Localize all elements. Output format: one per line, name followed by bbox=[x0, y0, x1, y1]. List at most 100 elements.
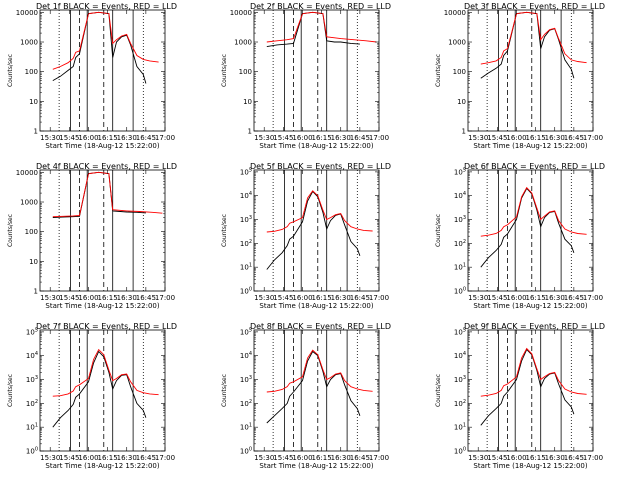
x-tick-label: 16:30 bbox=[331, 134, 351, 142]
x-tick-label: 16:45 bbox=[350, 294, 370, 302]
x-tick-label: 16:45 bbox=[136, 454, 156, 462]
x-tick-label: 16:30 bbox=[545, 134, 565, 142]
x-tick-label: 17:00 bbox=[583, 134, 603, 142]
series-line-lld bbox=[480, 347, 587, 397]
x-tick-label: 16:00 bbox=[78, 134, 98, 142]
plot-title: Det 7f BLACK = Events, RED = LLD bbox=[36, 322, 177, 331]
x-axis-label: Start Time (18-Aug-12 15:22:00) bbox=[259, 142, 373, 150]
x-tick-label: 15:45 bbox=[59, 294, 79, 302]
y-tick-label: 101 bbox=[240, 263, 252, 272]
x-axis-label: Start Time (18-Aug-12 15:22:00) bbox=[473, 302, 587, 310]
y-axis-label: Counts/sec bbox=[7, 54, 14, 87]
y-tick-label: 105 bbox=[454, 167, 466, 176]
y-axis-label: Counts/sec bbox=[7, 214, 14, 247]
y-tick-label: 10 bbox=[29, 98, 38, 106]
y-tick-label: 103 bbox=[454, 375, 466, 384]
x-tick-label: 16:15 bbox=[526, 294, 546, 302]
x-tick-label: 16:00 bbox=[506, 454, 526, 462]
x-tick-label: 16:15 bbox=[312, 134, 332, 142]
x-axis-label: Start Time (18-Aug-12 15:22:00) bbox=[473, 462, 587, 470]
plot-frame bbox=[253, 9, 380, 132]
y-tick-label: 10 bbox=[29, 258, 38, 266]
x-tick-label: 16:45 bbox=[564, 134, 584, 142]
plot-frame bbox=[467, 9, 594, 132]
series-group bbox=[52, 11, 159, 84]
plot-frame bbox=[467, 169, 594, 292]
x-tick-label: 15:45 bbox=[59, 454, 79, 462]
series-line-lld bbox=[266, 349, 373, 393]
x-tick-label: 17:00 bbox=[583, 294, 603, 302]
y-axis-label: Counts/sec bbox=[221, 214, 228, 247]
x-tick-label: 17:00 bbox=[369, 134, 389, 142]
series-line-events bbox=[266, 190, 361, 270]
series-line-events bbox=[266, 350, 361, 424]
y-tick-label: 102 bbox=[454, 399, 466, 408]
x-axis-label: Start Time (18-Aug-12 15:22:00) bbox=[259, 462, 373, 470]
plot-frame bbox=[39, 169, 166, 292]
x-tick-label: 16:30 bbox=[331, 454, 351, 462]
x-tick-label: 15:45 bbox=[273, 454, 293, 462]
y-tick-label: 10 bbox=[243, 98, 252, 106]
plot-title: Det 2f BLACK = Events, RED = LLD bbox=[250, 2, 391, 11]
series-group bbox=[480, 186, 587, 268]
series-line-events bbox=[52, 350, 147, 428]
y-axis-label: Counts/sec bbox=[435, 374, 442, 407]
series-group bbox=[266, 11, 377, 48]
x-tick-label: 16:45 bbox=[564, 454, 584, 462]
x-tick-label: 16:00 bbox=[78, 294, 98, 302]
x-tick-label: 16:00 bbox=[506, 294, 526, 302]
x-tick-label: 16:30 bbox=[331, 294, 351, 302]
series-group bbox=[52, 171, 163, 218]
x-tick-label: 16:30 bbox=[117, 294, 137, 302]
y-tick-label: 100 bbox=[453, 68, 466, 76]
series-line-lld bbox=[266, 190, 373, 233]
y-tick-label: 105 bbox=[240, 167, 252, 176]
x-tick-label: 15:45 bbox=[487, 134, 507, 142]
y-axis-label: Counts/sec bbox=[435, 214, 442, 247]
x-tick-label: 16:15 bbox=[312, 454, 332, 462]
y-tick-label: 10000 bbox=[444, 9, 466, 17]
y-tick-label: 102 bbox=[240, 239, 252, 248]
y-tick-label: 10000 bbox=[230, 9, 252, 17]
x-tick-label: 16:45 bbox=[350, 134, 370, 142]
x-tick-label: 15:30 bbox=[468, 134, 488, 142]
x-tick-label: 16:00 bbox=[292, 294, 312, 302]
x-tick-label: 15:30 bbox=[468, 294, 488, 302]
series-line-lld bbox=[52, 348, 159, 397]
x-tick-label: 16:45 bbox=[136, 294, 156, 302]
plot-frame bbox=[467, 329, 594, 452]
series-line-events bbox=[480, 11, 575, 79]
x-axis-label: Start Time (18-Aug-12 15:22:00) bbox=[45, 462, 159, 470]
y-tick-label: 100 bbox=[454, 447, 466, 456]
x-tick-label: 15:45 bbox=[273, 294, 293, 302]
x-tick-label: 15:30 bbox=[254, 454, 274, 462]
x-tick-label: 15:30 bbox=[254, 294, 274, 302]
y-tick-label: 105 bbox=[454, 327, 466, 336]
x-tick-label: 16:15 bbox=[526, 134, 546, 142]
series-group bbox=[266, 190, 373, 270]
x-tick-label: 15:45 bbox=[59, 134, 79, 142]
x-tick-label: 16:00 bbox=[292, 454, 312, 462]
y-tick-label: 100 bbox=[454, 287, 466, 296]
y-tick-label: 1 bbox=[34, 288, 38, 296]
y-tick-label: 100 bbox=[25, 68, 38, 76]
x-tick-label: 17:00 bbox=[155, 294, 175, 302]
y-tick-label: 104 bbox=[454, 191, 466, 200]
series-group bbox=[52, 348, 159, 428]
series-line-lld bbox=[480, 11, 587, 65]
x-tick-label: 16:15 bbox=[526, 454, 546, 462]
y-tick-label: 1 bbox=[462, 128, 466, 136]
y-tick-label: 104 bbox=[454, 351, 466, 360]
series-group bbox=[266, 349, 373, 424]
series-line-events bbox=[480, 348, 575, 426]
x-tick-label: 16:30 bbox=[545, 294, 565, 302]
x-tick-label: 16:30 bbox=[117, 134, 137, 142]
x-tick-label: 17:00 bbox=[369, 454, 389, 462]
plot-title: Det 4f BLACK = Events, RED = LLD bbox=[36, 162, 177, 171]
x-tick-label: 16:45 bbox=[564, 294, 584, 302]
x-tick-label: 16:15 bbox=[312, 294, 332, 302]
